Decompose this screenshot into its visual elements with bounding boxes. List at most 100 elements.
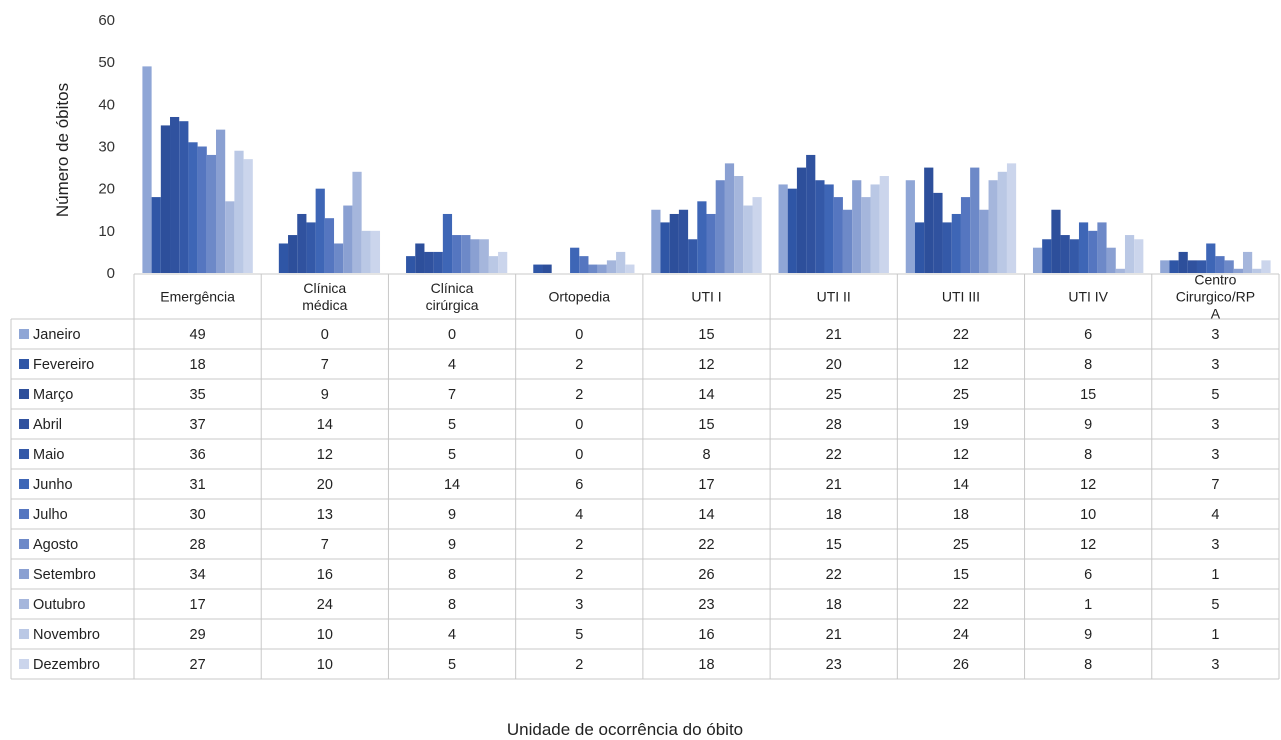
legend-swatch	[19, 329, 29, 339]
legend-label: Agosto	[33, 537, 78, 553]
data-label: 12	[953, 447, 969, 463]
bar	[479, 239, 489, 273]
data-label: 10	[1080, 507, 1096, 523]
bar	[970, 167, 980, 273]
data-label: 18	[953, 507, 969, 523]
bar	[533, 264, 543, 273]
legend-label: Fevereiro	[33, 357, 94, 373]
data-label: 3	[1211, 657, 1219, 673]
data-label: 2	[575, 657, 583, 673]
bar	[361, 230, 371, 273]
data-label: 0	[575, 327, 583, 343]
bar	[660, 222, 670, 273]
data-label: 5	[575, 627, 583, 643]
bar	[488, 256, 499, 273]
category-label: UTI III	[942, 289, 980, 305]
data-label: 8	[448, 597, 456, 613]
bar	[324, 218, 335, 273]
bar	[914, 222, 925, 273]
data-label: 22	[698, 537, 714, 553]
bar	[787, 188, 797, 273]
data-label: 12	[1080, 537, 1096, 553]
legend-label: Setembro	[33, 567, 96, 583]
bar	[979, 209, 989, 273]
category-label: Clínica	[303, 280, 346, 296]
category-label: Clínica	[431, 280, 474, 296]
legend-label: Junho	[33, 477, 73, 493]
bar	[1032, 247, 1043, 273]
data-label: 8	[1084, 357, 1092, 373]
bar	[142, 66, 152, 273]
bar	[1115, 268, 1125, 273]
data-label: 8	[448, 567, 456, 583]
data-label: 18	[826, 597, 842, 613]
bar	[1088, 230, 1098, 273]
data-label: 0	[575, 447, 583, 463]
data-label: 2	[575, 567, 583, 583]
bar	[288, 235, 298, 273]
bar	[297, 213, 307, 273]
bar	[1196, 260, 1207, 273]
y-tick-label: 50	[98, 54, 115, 71]
data-label: 24	[317, 597, 333, 613]
bar	[942, 222, 952, 273]
legend-label: Abril	[33, 417, 62, 433]
data-label: 12	[953, 357, 969, 373]
data-label: 5	[1211, 387, 1219, 403]
legend-label: Janeiro	[33, 327, 81, 343]
bar	[197, 146, 207, 273]
data-label: 1	[1211, 627, 1219, 643]
data-label: 36	[190, 447, 206, 463]
bar	[225, 201, 235, 273]
data-label: 4	[448, 627, 456, 643]
data-label: 12	[317, 447, 333, 463]
bar	[870, 184, 880, 273]
data-label: 4	[448, 357, 456, 373]
bar	[498, 251, 508, 273]
data-label: 15	[1080, 387, 1096, 403]
y-tick-label: 0	[107, 265, 115, 282]
data-label: 12	[1080, 477, 1096, 493]
data-label: 23	[826, 657, 842, 673]
data-label: 9	[1084, 627, 1092, 643]
data-label: 35	[190, 387, 206, 403]
bar	[1242, 251, 1253, 273]
bar	[852, 180, 862, 273]
bar	[1124, 235, 1135, 273]
bar	[461, 235, 471, 273]
data-label: 3	[575, 597, 583, 613]
data-label: 2	[575, 387, 583, 403]
legend-swatch	[19, 599, 29, 609]
data-label: 16	[698, 627, 714, 643]
data-label: 12	[698, 357, 714, 373]
bar	[796, 167, 807, 273]
bar	[442, 213, 453, 273]
data-label: 18	[826, 507, 842, 523]
data-label: 9	[321, 387, 329, 403]
bar	[470, 239, 480, 273]
data-label: 15	[826, 537, 842, 553]
data-label: 7	[321, 357, 329, 373]
bar	[752, 197, 762, 273]
data-label: 25	[953, 537, 969, 553]
bar	[1060, 235, 1070, 273]
data-label: 4	[575, 507, 583, 523]
data-label: 28	[190, 537, 206, 553]
bar	[951, 213, 961, 273]
category-label: Centro	[1194, 272, 1236, 288]
data-label: 8	[702, 447, 710, 463]
bar	[1160, 260, 1170, 273]
bar	[1069, 239, 1079, 273]
data-label: 16	[317, 567, 333, 583]
category-label: UTI IV	[1068, 289, 1108, 305]
data-label: 2	[575, 357, 583, 373]
data-label: 2	[575, 537, 583, 553]
y-tick-label: 60	[98, 12, 115, 29]
data-label: 0	[448, 327, 456, 343]
bar	[933, 192, 943, 273]
data-label: 14	[953, 477, 969, 493]
bar	[452, 235, 462, 273]
data-label: 8	[1084, 447, 1092, 463]
bar	[616, 251, 626, 273]
